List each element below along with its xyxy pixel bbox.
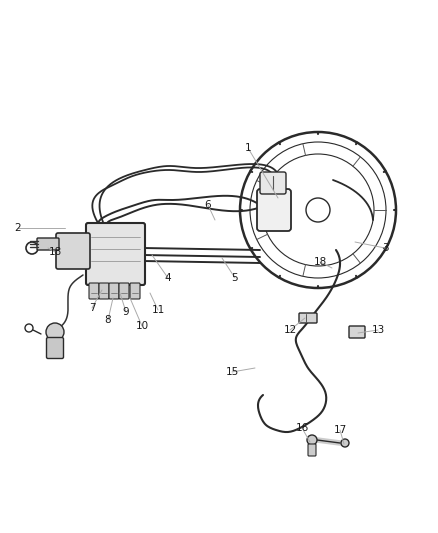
Text: 16: 16: [295, 423, 309, 433]
Circle shape: [307, 435, 317, 445]
FancyBboxPatch shape: [119, 283, 129, 299]
Text: 1: 1: [245, 143, 251, 153]
Circle shape: [46, 323, 64, 341]
Text: 11: 11: [152, 305, 165, 315]
Text: 17: 17: [333, 425, 346, 435]
FancyBboxPatch shape: [257, 189, 291, 231]
Text: 5: 5: [232, 273, 238, 283]
FancyBboxPatch shape: [46, 337, 64, 359]
Text: 15: 15: [226, 367, 239, 377]
Text: 3: 3: [381, 243, 389, 253]
Text: 2: 2: [15, 223, 21, 233]
FancyBboxPatch shape: [99, 283, 109, 299]
FancyBboxPatch shape: [260, 172, 286, 194]
Text: 13: 13: [371, 325, 385, 335]
Text: 6: 6: [205, 200, 211, 210]
Text: 7: 7: [88, 303, 95, 313]
Text: 4: 4: [165, 273, 171, 283]
Text: 10: 10: [135, 321, 148, 331]
FancyBboxPatch shape: [37, 238, 59, 250]
Text: 18: 18: [48, 247, 62, 257]
FancyBboxPatch shape: [308, 444, 316, 456]
Text: 9: 9: [123, 307, 129, 317]
Text: 8: 8: [105, 315, 111, 325]
FancyBboxPatch shape: [349, 326, 365, 338]
FancyBboxPatch shape: [109, 283, 119, 299]
FancyBboxPatch shape: [86, 223, 145, 285]
Text: 18: 18: [313, 257, 327, 267]
FancyBboxPatch shape: [89, 283, 99, 299]
FancyBboxPatch shape: [299, 313, 317, 323]
Text: 12: 12: [283, 325, 297, 335]
Circle shape: [341, 439, 349, 447]
FancyBboxPatch shape: [56, 233, 90, 269]
FancyBboxPatch shape: [130, 283, 140, 299]
